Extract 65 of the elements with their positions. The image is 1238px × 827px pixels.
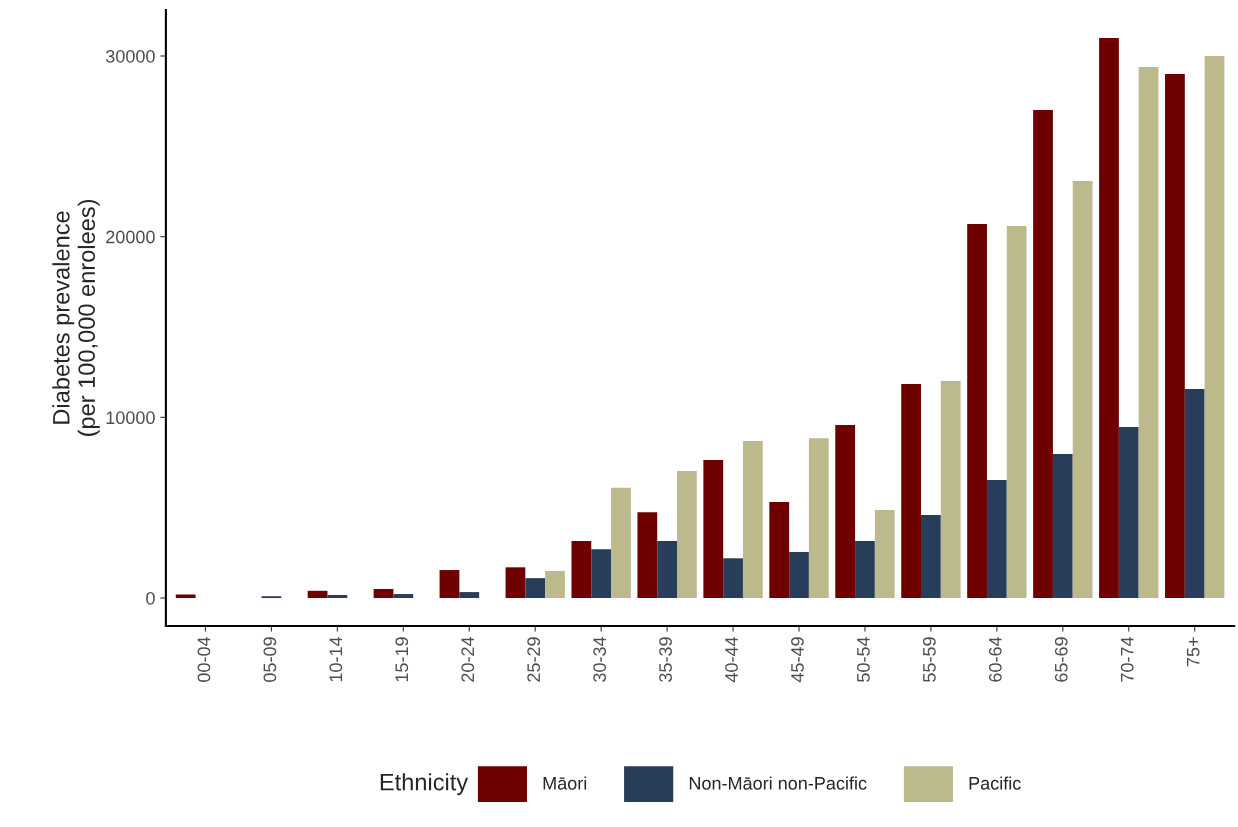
bar bbox=[657, 541, 678, 599]
x-tick-label: 35-39 bbox=[659, 637, 672, 682]
bar bbox=[769, 502, 790, 599]
bar bbox=[855, 541, 875, 599]
legend-label: Pacific bbox=[969, 776, 1021, 790]
y-tick-label: 10000 bbox=[106, 411, 155, 425]
bar bbox=[175, 594, 196, 599]
bar bbox=[835, 425, 856, 599]
bar bbox=[1204, 56, 1225, 599]
bar bbox=[591, 549, 612, 599]
bar bbox=[439, 570, 460, 599]
x-tick-label: 15-19 bbox=[395, 637, 409, 682]
bar bbox=[1184, 388, 1205, 599]
bar bbox=[637, 512, 658, 599]
bar bbox=[459, 592, 480, 599]
x-tick-label: 55-59 bbox=[922, 637, 936, 682]
x-tick-label: 50-54 bbox=[857, 636, 870, 682]
x-tick-label: 10-14 bbox=[329, 636, 343, 682]
bar bbox=[545, 570, 565, 599]
x-tick-label: 40-44 bbox=[725, 636, 738, 683]
x-tick-label: 75+ bbox=[1186, 637, 1200, 667]
bar bbox=[874, 510, 895, 599]
bar bbox=[1099, 38, 1119, 599]
bar bbox=[1052, 454, 1073, 599]
bar bbox=[1072, 181, 1093, 599]
bar bbox=[808, 438, 829, 599]
legend-title: Ethnicity bbox=[380, 773, 469, 796]
bar bbox=[742, 441, 763, 599]
bar bbox=[967, 224, 987, 599]
bar bbox=[505, 567, 526, 599]
bar bbox=[571, 541, 592, 599]
x-tick-label: 00-04 bbox=[197, 636, 211, 682]
bar bbox=[307, 590, 328, 599]
bar bbox=[901, 384, 922, 599]
bar bbox=[373, 589, 394, 599]
bar bbox=[327, 594, 348, 599]
x-tick-label: 65-69 bbox=[1054, 637, 1068, 682]
bar bbox=[703, 460, 724, 599]
bar bbox=[1138, 67, 1159, 599]
bar bbox=[1006, 226, 1027, 599]
x-tick-label: 05-09 bbox=[263, 637, 277, 682]
legend-label: Non-Māori non-Pacific bbox=[689, 776, 867, 790]
bar bbox=[393, 594, 414, 599]
bar bbox=[921, 514, 941, 599]
y-tick-label: 30000 bbox=[105, 49, 155, 63]
x-tick-label: 45-49 bbox=[791, 637, 804, 683]
y-tick-label: 0 bbox=[146, 591, 155, 605]
bar bbox=[525, 578, 546, 599]
bar bbox=[1118, 427, 1139, 599]
bar bbox=[986, 480, 1007, 599]
bar bbox=[1033, 110, 1053, 599]
x-tick-label: 30-34 bbox=[593, 636, 607, 682]
y-axis-title: Diabetes prevalence (per 100,000 enrolees) bbox=[52, 199, 100, 436]
legend-label: Māori bbox=[543, 776, 587, 790]
x-tick-label: 70-74 bbox=[1120, 636, 1134, 682]
bar bbox=[611, 487, 631, 599]
y-tick-label: 20000 bbox=[106, 230, 155, 244]
bar bbox=[940, 381, 961, 599]
x-tick-label: 25-29 bbox=[527, 637, 541, 682]
bar bbox=[723, 558, 743, 599]
bar bbox=[1165, 74, 1185, 599]
bar bbox=[677, 471, 697, 599]
x-tick-label: 60-64 bbox=[988, 636, 1002, 682]
bar bbox=[789, 551, 809, 599]
x-tick-label: 20-24 bbox=[461, 636, 475, 682]
